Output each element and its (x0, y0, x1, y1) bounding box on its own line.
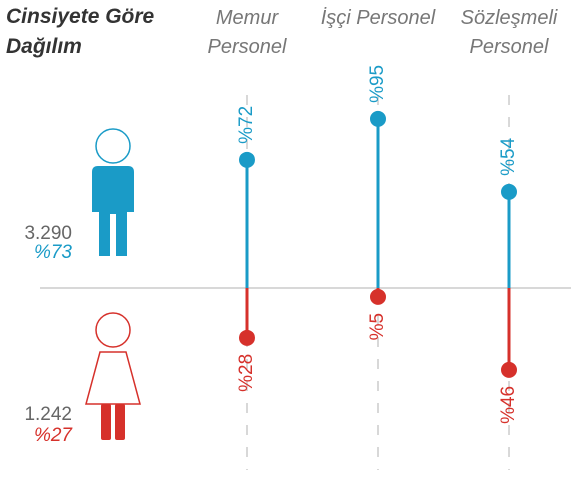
dot (239, 151, 255, 168)
female-share: %27 (34, 425, 73, 446)
category-label: İşçi Personel (320, 7, 436, 29)
male-count: 3.290 (24, 223, 72, 244)
dot (370, 288, 386, 305)
chart-title: Cinsiyete Göre Dağılım (6, 5, 155, 58)
female-icon (85, 312, 141, 440)
value-label: %95 (367, 65, 388, 103)
value-label: %54 (498, 137, 519, 175)
category-label: Memur Personel (207, 7, 287, 58)
value-label: %46 (498, 386, 519, 424)
value-label: %72 (236, 106, 257, 144)
male-icon (92, 128, 134, 256)
dot (370, 110, 386, 127)
value-label: %28 (236, 354, 257, 392)
value-label: %5 (367, 313, 388, 340)
female-count: 1.242 (24, 404, 72, 425)
dot (239, 329, 255, 346)
dot (501, 361, 517, 378)
dot (501, 183, 517, 200)
male-share: %73 (34, 242, 72, 263)
category-label: Sözleşmeli Personel (460, 7, 558, 58)
